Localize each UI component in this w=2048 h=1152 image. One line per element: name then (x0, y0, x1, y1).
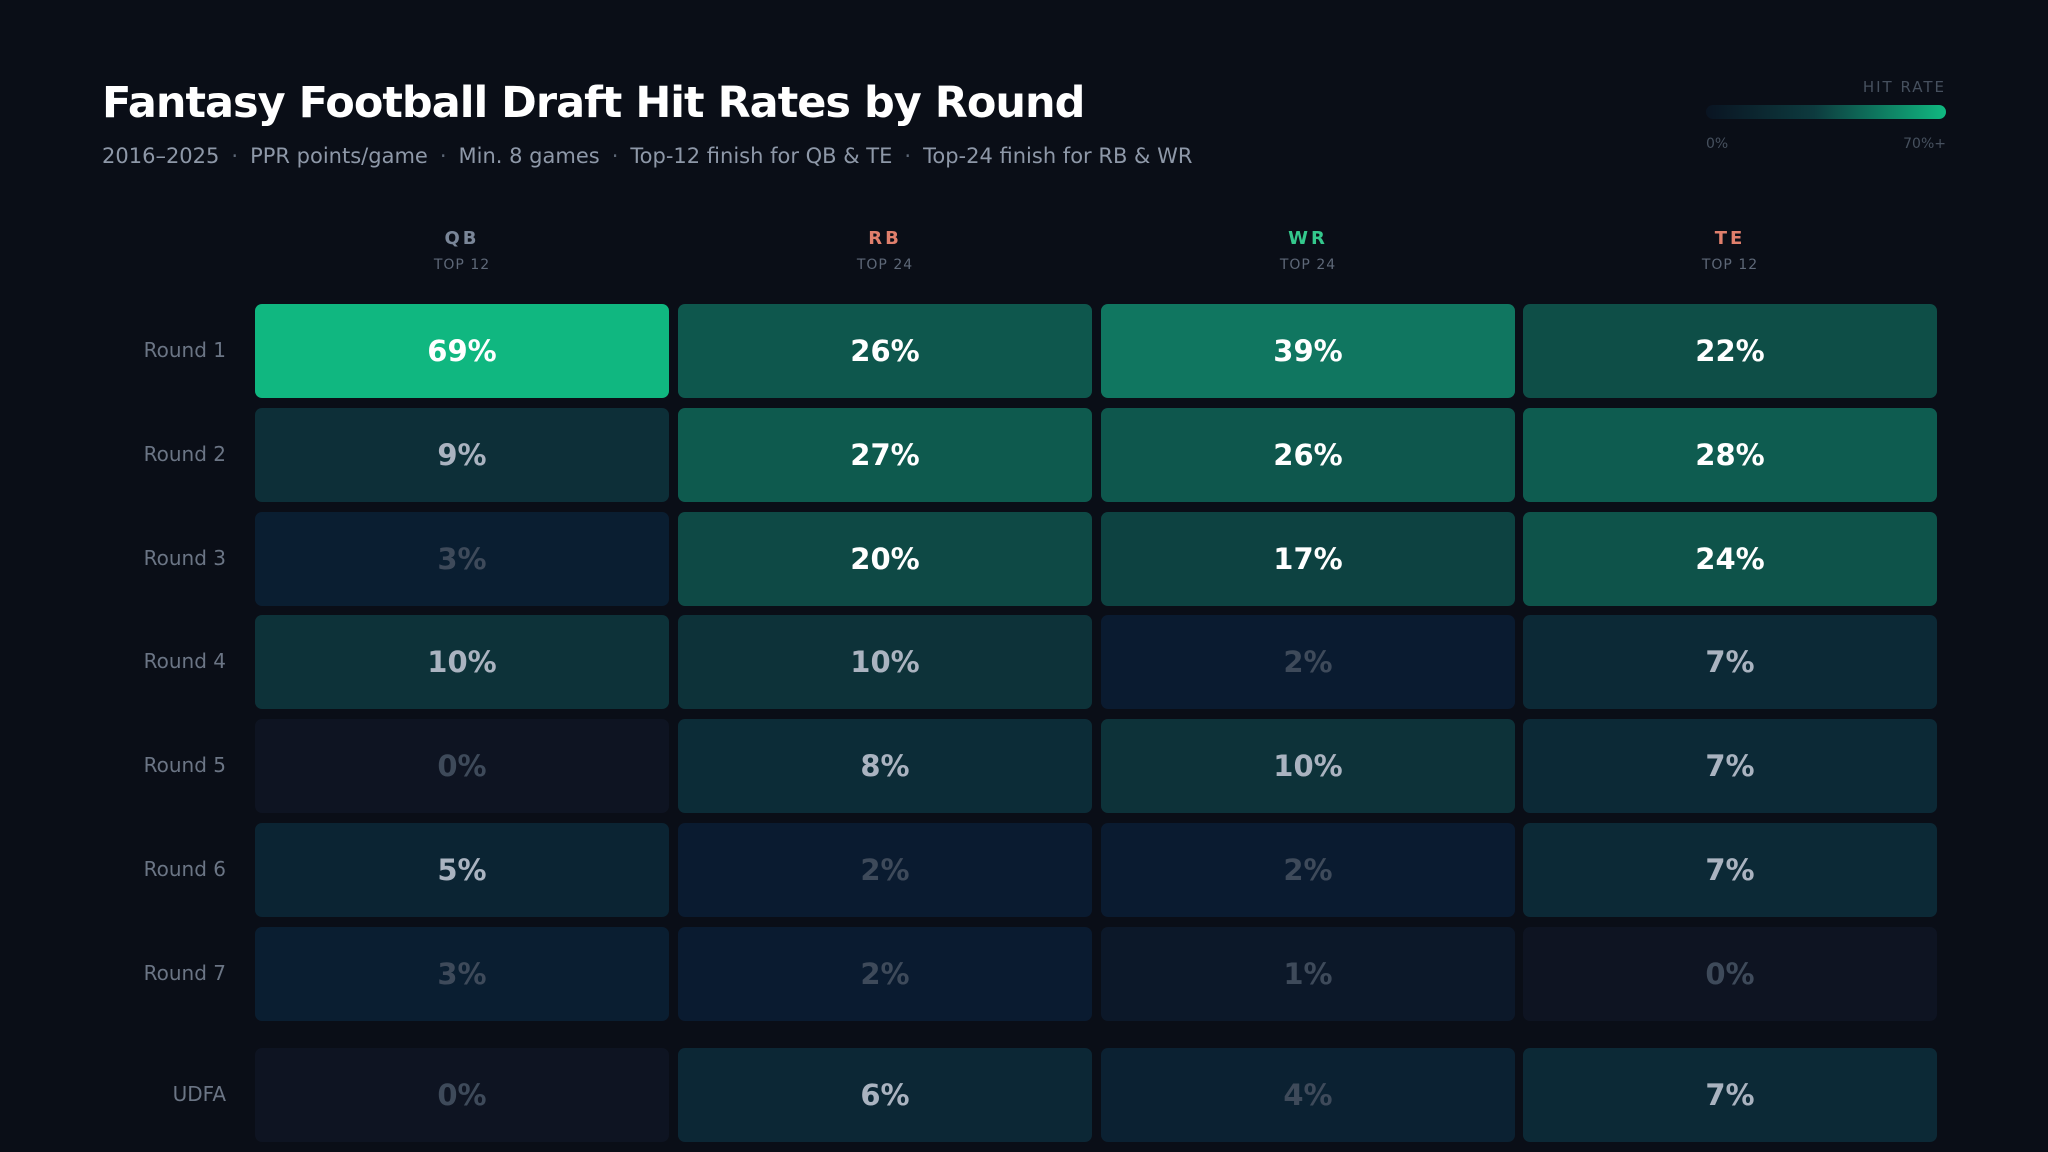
column-name: QB (444, 228, 480, 249)
subtitle-min-games: Min. 8 games (458, 144, 600, 168)
subtitle-rb-wr-threshold: Top-24 finish for RB & WR (923, 144, 1193, 168)
column-threshold: TOP 24 (856, 257, 914, 273)
column-name: WR (1288, 228, 1328, 249)
legend-max-label: 70%+ (1903, 136, 1946, 152)
heatmap-cell-udfa-wr: 4% (1101, 1048, 1515, 1142)
heatmap-cell-round-1-qb: 69% (255, 304, 669, 398)
column-name: RB (868, 228, 902, 249)
heatmap-cell-round-1-te: 22% (1523, 304, 1937, 398)
heatmap-cell-round-2-qb: 9% (255, 408, 669, 502)
heatmap-cell-round-1-rb: 26% (678, 304, 1092, 398)
row-label-round-5: Round 5 (143, 753, 226, 777)
legend-title: HIT RATE (1862, 78, 1946, 96)
row-label-round-1: Round 1 (143, 338, 226, 362)
row-label-round-6: Round 6 (143, 857, 226, 881)
heatmap-cell-round-6-rb: 2% (678, 823, 1092, 917)
heatmap-cell-round-7-te: 0% (1523, 927, 1937, 1021)
column-header-rb: RB TOP 24 (678, 228, 1092, 273)
subtitle-years: 2016–2025 (102, 144, 220, 168)
chart-title: Fantasy Football Draft Hit Rates by Roun… (102, 78, 1085, 128)
heatmap-cell-round-3-rb: 20% (678, 512, 1092, 606)
column-threshold: TOP 12 (1701, 257, 1759, 273)
chart-subtitle: 2016–2025 · PPR points/game · Min. 8 games · T… (102, 144, 1193, 168)
heatmap-cell-round-5-wr: 10% (1101, 719, 1515, 813)
heatmap-cell-round-2-rb: 27% (678, 408, 1092, 502)
row-label-round-3: Round 3 (143, 546, 226, 570)
color-legend: HIT RATE 0% 70%+ (1706, 78, 1946, 158)
column-header-te: TE TOP 12 (1523, 228, 1937, 273)
heatmap-cell-round-3-te: 24% (1523, 512, 1937, 606)
heatmap-cell-round-2-te: 28% (1523, 408, 1937, 502)
column-name: TE (1714, 228, 1746, 249)
heatmap-cell-round-7-qb: 3% (255, 927, 669, 1021)
heatmap-cell-round-6-wr: 2% (1101, 823, 1515, 917)
heatmap-cell-round-5-rb: 8% (678, 719, 1092, 813)
heatmap-cell-round-4-qb: 10% (255, 615, 669, 709)
subtitle-metric: PPR points/game (250, 144, 428, 168)
heatmap-cell-round-5-te: 7% (1523, 719, 1937, 813)
heatmap-cell-round-4-te: 7% (1523, 615, 1937, 709)
row-label-round-2: Round 2 (143, 442, 226, 466)
heatmap-cell-round-4-wr: 2% (1101, 615, 1515, 709)
heatmap-cell-round-2-wr: 26% (1101, 408, 1515, 502)
heatmap-cell-round-7-wr: 1% (1101, 927, 1515, 1021)
legend-min-label: 0% (1706, 136, 1729, 152)
legend-gradient-bar (1706, 105, 1946, 119)
heatmap-cell-udfa-rb: 6% (678, 1048, 1092, 1142)
heatmap-cell-round-6-te: 7% (1523, 823, 1937, 917)
heatmap-cell-round-5-qb: 0% (255, 719, 669, 813)
column-threshold: TOP 12 (433, 257, 491, 273)
heatmap-cell-udfa-qb: 0% (255, 1048, 669, 1142)
row-label-round-7: Round 7 (143, 961, 226, 985)
column-header-qb: QB TOP 12 (255, 228, 669, 273)
heatmap-cell-udfa-te: 7% (1523, 1048, 1937, 1142)
subtitle-qb-te-threshold: Top-12 finish for QB & TE (630, 144, 893, 168)
heatmap-cell-round-3-qb: 3% (255, 512, 669, 606)
row-label-round-4: Round 4 (143, 649, 226, 673)
heatmap-cell-round-3-wr: 17% (1101, 512, 1515, 606)
heatmap-cell-round-7-rb: 2% (678, 927, 1092, 1021)
heatmap-cell-round-6-qb: 5% (255, 823, 669, 917)
heatmap-cell-round-4-rb: 10% (678, 615, 1092, 709)
heatmap-cell-round-1-wr: 39% (1101, 304, 1515, 398)
row-label-udfa: UDFA (172, 1082, 226, 1106)
column-header-wr: WR TOP 24 (1101, 228, 1515, 273)
column-threshold: TOP 24 (1279, 257, 1337, 273)
